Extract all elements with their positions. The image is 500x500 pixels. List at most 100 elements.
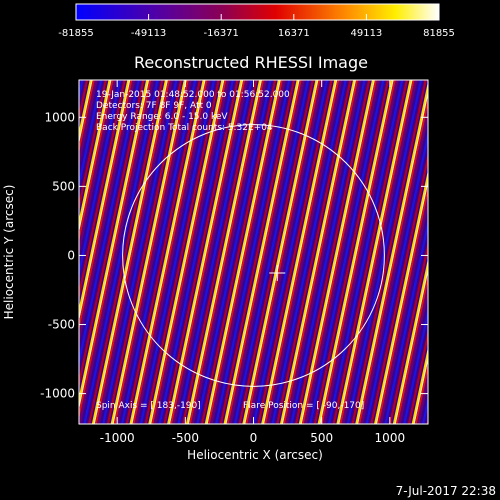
fringe-stripe (322, 80, 399, 424)
colorbar (75, 3, 440, 21)
flare-position-marker (269, 264, 286, 281)
fringe-stripe (357, 90, 428, 424)
fringe-stripe (79, 80, 150, 410)
fringe-stripe (189, 80, 265, 424)
fringe-stripe (432, 80, 500, 424)
fringe-stripe (471, 80, 500, 424)
fringe-stripe (411, 347, 428, 424)
fringe-stripe (460, 80, 500, 424)
fringe-stripe (441, 80, 500, 424)
fringe-stripe (158, 80, 234, 424)
fringe-stripe (93, 80, 168, 424)
fringe-stripe (384, 218, 428, 424)
fringe-stripe (426, 417, 428, 424)
fringe-stripe (79, 80, 131, 322)
fringe-stripe (91, 80, 168, 424)
fringe-stripe (223, 80, 299, 424)
fringe-stripe (245, 80, 321, 424)
x-tick-label: -1000 (100, 431, 135, 445)
fringe-stripe (379, 194, 428, 424)
fringe-stripe (79, 80, 114, 243)
fringe-stripe (414, 362, 428, 424)
x-tick-label: 500 (310, 431, 333, 445)
y-tick-label: -1000 (40, 387, 75, 401)
fringe-stripe (483, 80, 500, 424)
fringe-stripe (478, 80, 500, 424)
colorbar-tick-label: -81855 (58, 28, 93, 39)
fringe-stripe (148, 80, 224, 424)
fringe-stripe (327, 80, 404, 424)
fringe-stripe (298, 80, 375, 424)
fringe-stripe (375, 178, 428, 424)
fringe-stripe (113, 80, 189, 424)
footer-date: 7-Jul-2017 22:38 (396, 484, 496, 498)
fringe-stripe (341, 80, 418, 424)
fringe-stripe (421, 395, 428, 424)
fringe-stripe (283, 80, 359, 424)
fringe-stripe (204, 80, 281, 424)
fringe-stripe (271, 80, 347, 424)
fringe-stripe (144, 80, 220, 424)
fringe-stripe (185, 80, 262, 424)
fringe-stripe (407, 329, 428, 424)
fringe-stripe (247, 80, 324, 424)
fringe-stripe (79, 80, 84, 102)
fringe-stripe (317, 80, 393, 424)
fringe-stripe (416, 371, 428, 424)
x-tick-label: 1000 (375, 431, 406, 445)
fringe-stripe (79, 80, 117, 256)
fringe-stripe (351, 80, 427, 424)
fringe-stripe (95, 80, 171, 424)
annotation-method-counts: Back Projection Total counts: 5.32E+04 (96, 123, 273, 133)
fringe-stripe (320, 80, 396, 424)
y-tick-label: 1000 (44, 110, 75, 124)
fringe-stripe (79, 80, 152, 420)
colorbar-tick-label: 49113 (350, 28, 382, 39)
fringe-stripe (225, 80, 300, 424)
fringe-stripe (434, 80, 500, 424)
fringe-stripe (79, 80, 103, 190)
fringe-stripe (413, 355, 428, 424)
fringe-stripe (290, 80, 366, 424)
fringe-stripe (313, 80, 390, 424)
fringe-stripe (219, 80, 296, 424)
fringe-stripe (106, 80, 183, 424)
fringe-stripe (110, 80, 187, 424)
fringe-stripe (131, 80, 206, 424)
fringe-stripe (79, 80, 107, 212)
fringe-stripe (436, 80, 500, 424)
fringe-stripes (79, 80, 500, 424)
annotation-detectors: Detectors: 7F 8F 9F, Att 0 (96, 101, 212, 111)
annotation-flare-position: Flare Position = [ -90,-170] (243, 401, 364, 411)
fringe-stripe (487, 80, 500, 424)
fringe-stripe (452, 80, 500, 424)
fringe-stripe (490, 80, 500, 424)
fringe-stripe (88, 80, 164, 424)
fringe-stripe (261, 80, 337, 424)
fringe-stripe (79, 80, 98, 168)
fringe-stripe (191, 80, 267, 424)
fringe-stripe (294, 80, 371, 424)
fringe-stripe (449, 80, 500, 424)
fringe-stripe (252, 80, 329, 424)
colorbar-tick-label: -16371 (203, 28, 238, 39)
fringe-stripe (196, 80, 272, 424)
fringe-stripe (153, 80, 230, 424)
colorbar-ticks: -81855 -49113 -16371 16371 49113 81855 (58, 14, 455, 39)
fringe-stripe (207, 80, 283, 424)
fringe-stripe (79, 80, 155, 424)
fringe-stripe (470, 80, 500, 424)
x-axis-ticks: -1000 -500 0 500 1000 (100, 80, 405, 445)
fringe-stripe (115, 80, 192, 424)
fringe-stripe (285, 80, 361, 424)
fringe-stripe (79, 80, 133, 332)
colorbar-tick-label: 16371 (278, 28, 310, 39)
fringe-stripe (446, 80, 500, 424)
fringe-stripe (257, 80, 333, 424)
fringe-stripe (200, 80, 277, 424)
y-axis-ticks: -1000 -500 0 500 1000 (40, 110, 428, 401)
fringe-stripe (276, 80, 352, 424)
fringe-stripe (187, 80, 263, 424)
annotation-spin-axis: Spin Axis = [ 183,-190] (96, 401, 201, 411)
x-axis-label: Heliocentric X (arcsec) (187, 448, 323, 462)
